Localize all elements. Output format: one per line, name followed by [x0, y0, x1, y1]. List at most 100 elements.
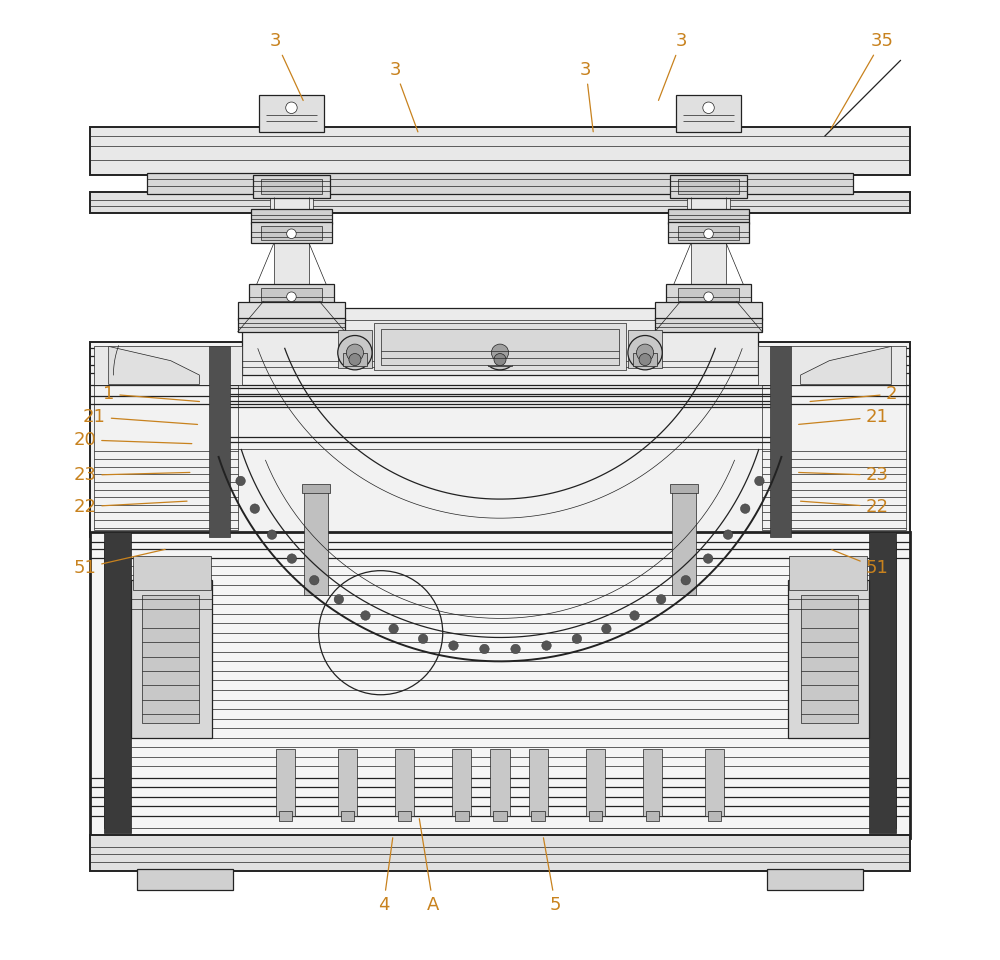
Circle shape: [491, 344, 509, 361]
Bar: [628, 330, 662, 368]
Bar: [687, 197, 730, 236]
Text: 3: 3: [389, 60, 418, 132]
Circle shape: [287, 229, 296, 238]
Circle shape: [639, 353, 651, 366]
Bar: [279, 811, 292, 821]
Text: 22: 22: [801, 497, 889, 516]
Bar: [869, 533, 896, 833]
Bar: [655, 318, 762, 332]
Bar: [666, 284, 751, 303]
Bar: [94, 347, 242, 385]
Bar: [274, 241, 309, 289]
Bar: [338, 330, 372, 368]
Circle shape: [511, 644, 520, 654]
Circle shape: [703, 102, 714, 113]
Bar: [770, 347, 791, 538]
Bar: [238, 318, 345, 332]
Bar: [455, 811, 469, 821]
Bar: [261, 227, 322, 240]
Bar: [789, 557, 867, 589]
Circle shape: [704, 229, 713, 238]
Bar: [646, 811, 659, 821]
Text: 51: 51: [832, 550, 888, 577]
Bar: [251, 209, 332, 225]
Circle shape: [723, 530, 733, 540]
Bar: [147, 173, 853, 194]
Bar: [343, 352, 367, 367]
Bar: [131, 580, 212, 737]
Text: 3: 3: [658, 32, 687, 101]
Bar: [586, 749, 605, 816]
Bar: [341, 811, 354, 821]
Text: 23: 23: [799, 467, 889, 484]
Bar: [238, 302, 345, 320]
Text: 20: 20: [73, 431, 192, 449]
Bar: [643, 749, 662, 816]
Bar: [304, 490, 328, 594]
Text: 35: 35: [831, 32, 893, 130]
Bar: [253, 175, 330, 199]
Bar: [676, 95, 741, 132]
Bar: [261, 288, 322, 300]
Bar: [209, 347, 230, 538]
Bar: [705, 749, 724, 816]
Bar: [672, 490, 696, 594]
Bar: [767, 870, 863, 891]
Circle shape: [267, 530, 277, 540]
Text: 1: 1: [103, 385, 199, 403]
Circle shape: [483, 335, 517, 370]
Text: 23: 23: [73, 467, 190, 484]
Circle shape: [630, 611, 639, 620]
Circle shape: [755, 476, 764, 486]
Bar: [259, 95, 324, 132]
Bar: [261, 180, 322, 194]
Bar: [589, 811, 602, 821]
Bar: [90, 127, 910, 175]
Circle shape: [250, 504, 260, 514]
Bar: [90, 192, 910, 213]
Bar: [490, 749, 510, 816]
Bar: [90, 342, 910, 538]
Circle shape: [602, 624, 611, 634]
Text: 3: 3: [270, 32, 303, 101]
Text: 5: 5: [543, 838, 561, 914]
Circle shape: [418, 634, 428, 643]
Circle shape: [309, 575, 319, 585]
Bar: [90, 835, 910, 872]
Bar: [633, 352, 657, 367]
Bar: [655, 302, 762, 320]
Bar: [691, 241, 726, 289]
Bar: [668, 209, 749, 225]
Bar: [670, 484, 698, 493]
Circle shape: [542, 641, 551, 650]
Bar: [529, 749, 548, 816]
Bar: [670, 175, 747, 199]
Bar: [801, 594, 858, 724]
Bar: [395, 749, 414, 816]
Bar: [758, 347, 906, 385]
Circle shape: [349, 353, 361, 366]
Bar: [381, 329, 619, 366]
Bar: [493, 811, 507, 821]
Bar: [133, 557, 211, 589]
Circle shape: [656, 594, 666, 604]
Polygon shape: [109, 347, 199, 385]
Bar: [678, 227, 739, 240]
Circle shape: [236, 476, 245, 486]
Circle shape: [480, 644, 489, 654]
Circle shape: [636, 344, 654, 361]
Bar: [104, 542, 896, 828]
Bar: [137, 870, 233, 891]
Circle shape: [286, 102, 297, 113]
Bar: [276, 749, 295, 816]
Circle shape: [338, 335, 372, 370]
Text: 21: 21: [799, 408, 888, 426]
Circle shape: [346, 344, 364, 361]
Bar: [90, 533, 910, 838]
Circle shape: [334, 594, 344, 604]
Circle shape: [681, 575, 691, 585]
Bar: [398, 811, 411, 821]
Bar: [452, 749, 471, 816]
Circle shape: [703, 554, 713, 564]
Bar: [104, 533, 131, 833]
